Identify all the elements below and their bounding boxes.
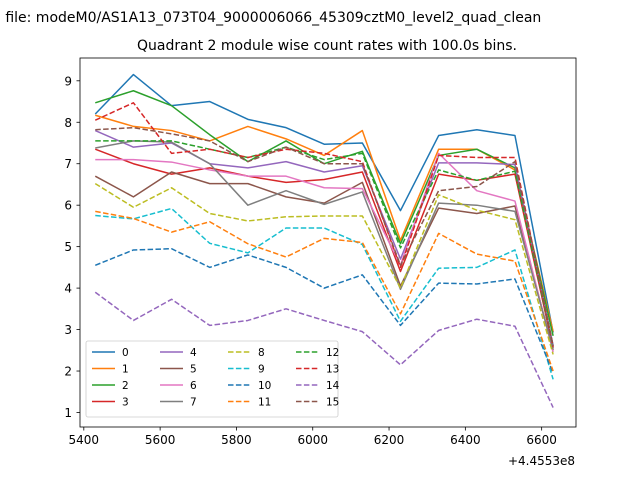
y-axis: 1 2 3 4 5 6 7 8 9 xyxy=(64,74,80,420)
legend-label-4: 4 xyxy=(190,347,197,359)
series-line-11 xyxy=(95,210,554,372)
y-tick-label: 4 xyxy=(64,282,72,296)
y-tick-label: 1 xyxy=(64,406,72,420)
x-axis-offset-label: +4.4553e8 xyxy=(508,454,575,468)
x-tick-label: 5600 xyxy=(145,433,176,447)
axes-frame xyxy=(79,57,577,428)
y-tick-label: 9 xyxy=(64,74,72,88)
legend-label-12: 12 xyxy=(326,347,339,359)
series-lines xyxy=(94,73,554,408)
x-tick-label: 6000 xyxy=(297,433,328,447)
legend-label-15: 15 xyxy=(326,397,339,409)
legend-label-10: 10 xyxy=(258,380,271,392)
x-tick-label: 5400 xyxy=(69,433,100,447)
series-line-8 xyxy=(94,182,554,355)
legend-label-5: 5 xyxy=(190,364,197,376)
legend-label-3: 3 xyxy=(122,397,129,409)
legend-label-2: 2 xyxy=(122,380,129,392)
y-tick-label: 3 xyxy=(64,323,72,337)
series-line-7 xyxy=(95,140,554,350)
series-line-5 xyxy=(94,171,554,351)
series-line-14 xyxy=(94,291,554,408)
y-tick-label: 2 xyxy=(64,365,72,379)
y-tick-label: 8 xyxy=(64,116,72,130)
x-tick-label: 6600 xyxy=(526,433,557,447)
x-axis: 5400 5600 5800 6000 6200 6400 6600 xyxy=(69,427,557,447)
legend-label-13: 13 xyxy=(326,364,339,376)
legend-label-1: 1 xyxy=(122,364,129,376)
series-line-15 xyxy=(95,126,554,347)
y-tick-label: 6 xyxy=(64,199,72,213)
y-tick-label: 5 xyxy=(64,240,72,254)
series-line-13 xyxy=(94,102,554,348)
legend-box xyxy=(85,340,339,418)
legend-label-7: 7 xyxy=(190,397,197,409)
series-line-10 xyxy=(94,247,554,374)
legend-label-0: 0 xyxy=(122,347,129,359)
y-tick-label: 7 xyxy=(64,157,72,171)
legend-label-9: 9 xyxy=(258,364,265,376)
legend-label-6: 6 xyxy=(190,380,197,392)
legend-label-8: 8 xyxy=(258,347,265,359)
x-tick-label: 5800 xyxy=(221,433,252,447)
figure-suptitle: h file: modeM0/AS1A13_073T04_9000006066_… xyxy=(0,10,541,26)
plot-area xyxy=(79,57,577,428)
series-line-9 xyxy=(95,207,554,380)
x-tick-label: 6200 xyxy=(374,433,405,447)
series-line-6 xyxy=(95,152,554,353)
x-tick-label: 6400 xyxy=(450,433,481,447)
legend-label-11: 11 xyxy=(258,397,271,409)
chart-title: Quadrant 2 module wise count rates with … xyxy=(137,38,517,54)
series-line-12 xyxy=(95,140,554,347)
legend-label-14: 14 xyxy=(326,380,340,392)
